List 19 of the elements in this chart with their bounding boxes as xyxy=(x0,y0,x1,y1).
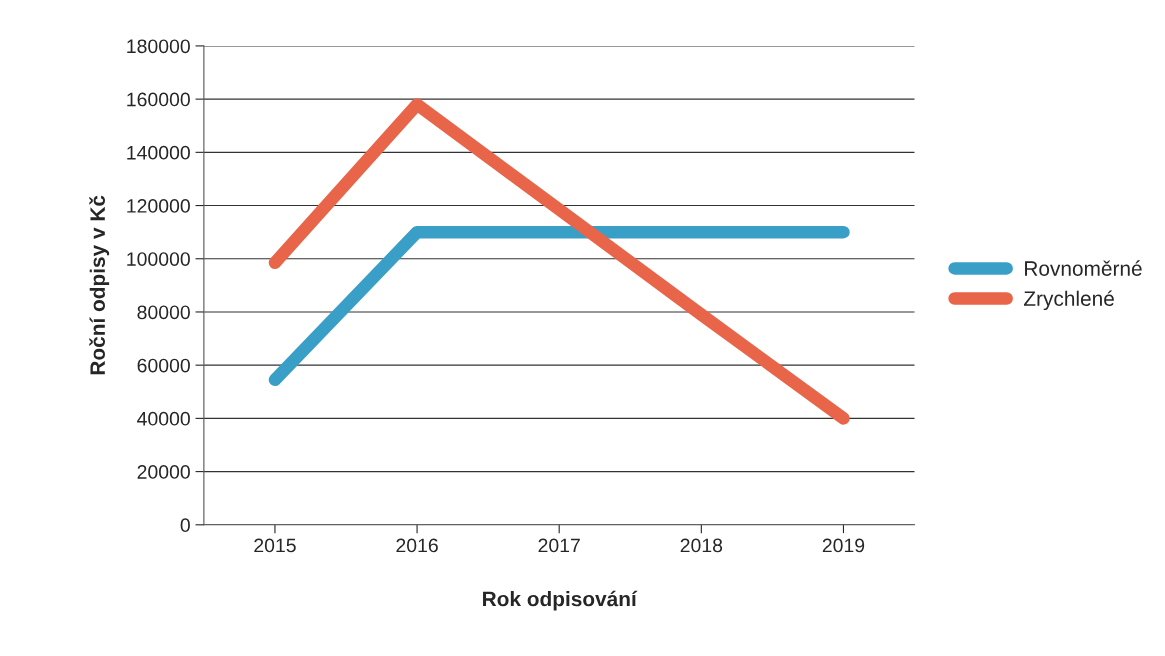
y-tick-label: 40000 xyxy=(137,411,190,426)
y-tick-label: 80000 xyxy=(137,305,190,320)
x-tick-label: 2015 xyxy=(254,538,296,553)
x-tick-label: 2016 xyxy=(396,538,438,553)
y-tick-label: 100000 xyxy=(127,252,190,266)
y-axis-title: Roční odpisy v Kč xyxy=(89,195,110,375)
y-tick-label: 140000 xyxy=(127,145,190,160)
x-tick-label: 2019 xyxy=(822,538,865,553)
legend-label: Rovnoměrné xyxy=(1025,260,1142,276)
x-tick-label: 2017 xyxy=(538,538,580,553)
legend-label: Zrychlené xyxy=(1024,290,1114,311)
y-tick-label: 60000 xyxy=(137,358,190,373)
x-tick-label: 2018 xyxy=(680,538,723,553)
y-tick-label: 160000 xyxy=(127,92,190,107)
x-axis-title: Rok odpisování xyxy=(483,590,638,611)
y-tick-label: 20000 xyxy=(137,465,190,479)
y-tick-label: 0 xyxy=(180,518,190,533)
y-tick-label: 120000 xyxy=(127,199,190,213)
y-tick-label: 180000 xyxy=(127,39,190,54)
